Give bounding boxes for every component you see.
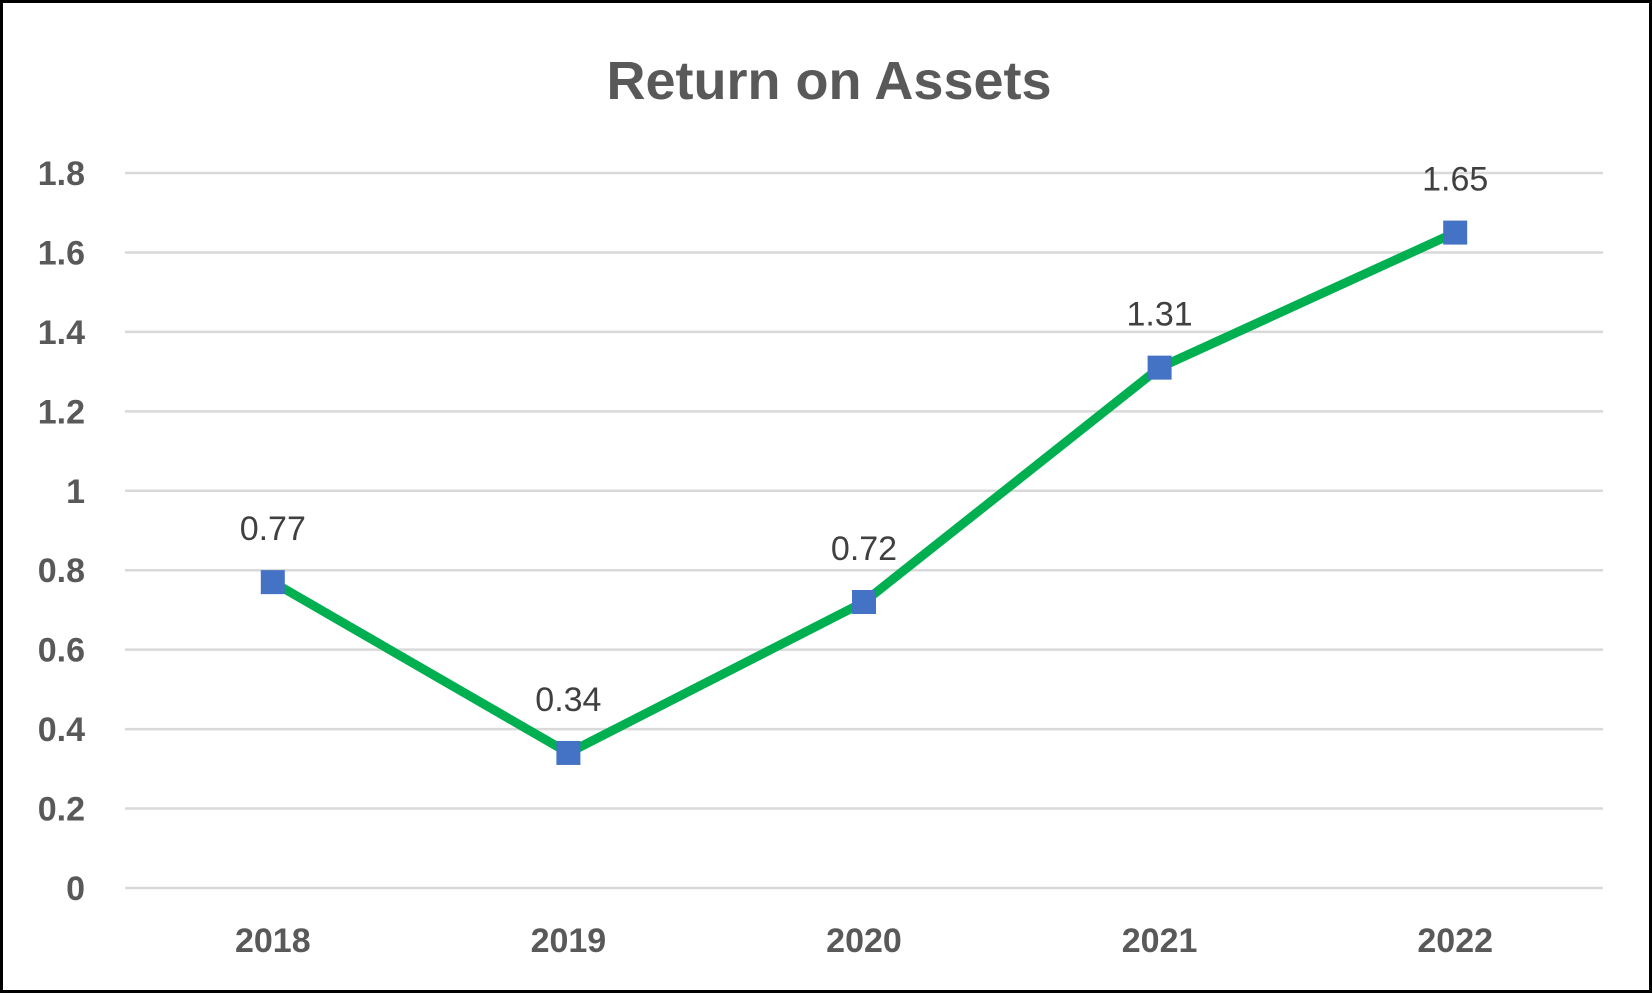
data-label: 0.72 [831, 530, 897, 568]
y-tick-label: 1.2 [38, 393, 85, 431]
y-tick-label: 0.4 [38, 711, 85, 749]
gridlines [125, 171, 1603, 890]
y-tick-label: 1 [66, 473, 85, 511]
data-point-marker [260, 570, 285, 595]
line-chart: Return on Assets 0 0.2 0.4 0.6 0.8 1 1.2 1.4 1.6… [38, 51, 1603, 960]
data-label: 1.31 [1127, 296, 1193, 334]
y-tick-label: 0 [66, 870, 85, 908]
y-tick-label: 0.6 [38, 632, 85, 670]
y-tick-label: 0.8 [38, 552, 85, 590]
x-axis-tick-labels: 2018 2019 2020 2021 2022 [235, 922, 1493, 960]
markers-group [260, 220, 1468, 765]
x-tick-label: 2022 [1417, 922, 1493, 960]
series-line [268, 228, 1460, 758]
chart-title: Return on Assets [606, 51, 1051, 111]
data-label: 1.65 [1422, 161, 1488, 199]
y-tick-label: 1.4 [38, 314, 85, 352]
y-axis-tick-labels: 0 0.2 0.4 0.6 0.8 1 1.2 1.4 1.6 1.8 [38, 155, 85, 908]
y-tick-label: 0.2 [38, 791, 85, 829]
x-tick-label: 2019 [531, 922, 607, 960]
data-point-marker [556, 740, 581, 765]
data-point-marker [852, 590, 876, 614]
data-point-marker [1443, 220, 1468, 245]
x-tick-label: 2018 [235, 922, 311, 960]
data-label: 0.77 [240, 510, 306, 548]
x-tick-label: 2020 [826, 922, 902, 960]
series-group [268, 228, 1460, 758]
data-point-marker [1147, 355, 1172, 380]
y-tick-label: 1.8 [38, 155, 85, 193]
data-labels-group: 0.77 0.34 0.72 1.31 1.65 [240, 161, 1489, 719]
x-tick-label: 2021 [1122, 922, 1198, 960]
data-label: 0.34 [535, 681, 601, 719]
y-tick-label: 1.6 [38, 234, 85, 272]
